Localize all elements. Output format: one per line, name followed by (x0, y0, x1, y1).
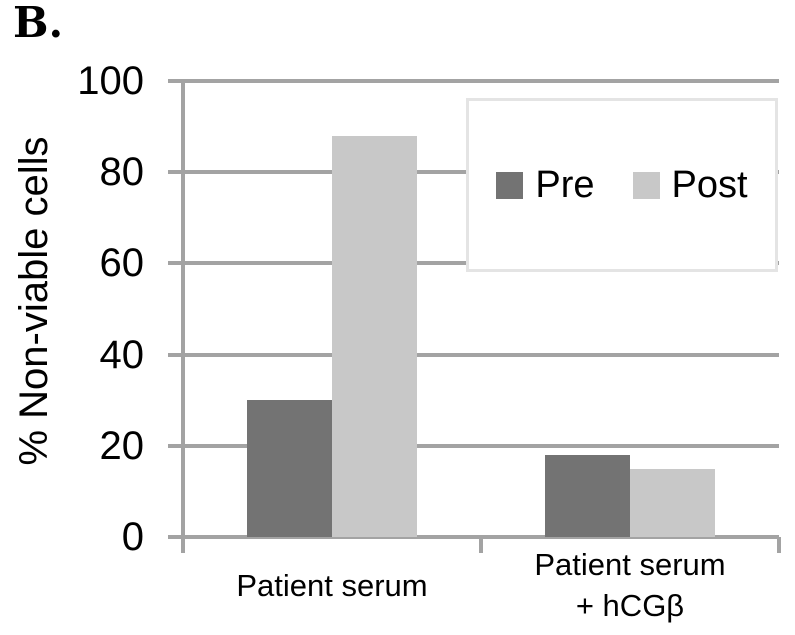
legend-label-post: Post (671, 164, 748, 206)
legend-item-post: Post (632, 164, 748, 206)
gridline-40 (183, 352, 779, 357)
y-tick-label-80: 80 (99, 150, 145, 195)
y-tick-label-40: 40 (99, 332, 145, 377)
x-category-label-1: Patient serum (236, 567, 428, 603)
x-tick-mark-2 (777, 537, 781, 553)
x-category-label-2: Patient serum + hCGβ (534, 547, 726, 623)
y-tick-mark-60 (168, 261, 183, 266)
x-tick-mark-1 (479, 537, 483, 553)
chart-legend: Pre Post (466, 98, 778, 272)
bar-post-category-1 (332, 135, 417, 537)
y-axis-line (181, 81, 185, 553)
legend-item-pre: Pre (496, 164, 595, 206)
gridline-20 (183, 443, 779, 448)
y-tick-mark-100 (168, 79, 183, 83)
y-tick-mark-0 (168, 535, 183, 539)
bar-post-category-2 (630, 468, 715, 537)
gridline-100 (183, 79, 779, 83)
y-tick-mark-80 (168, 170, 183, 175)
legend-label-pre: Pre (535, 164, 595, 206)
y-tick-mark-40 (168, 352, 183, 357)
y-tick-mark-20 (168, 443, 183, 448)
y-tick-label-0: 0 (121, 515, 144, 559)
y-tick-label-100: 100 (77, 59, 144, 103)
panel-label: B. (13, 0, 64, 47)
y-tick-label-20: 20 (99, 423, 145, 468)
y-tick-label-60: 60 (99, 241, 145, 286)
bar-pre-category-1 (247, 400, 332, 537)
y-axis-title: % Non-viable cells (12, 136, 56, 466)
legend-swatch-post (632, 171, 660, 199)
bar-pre-category-2 (545, 454, 630, 537)
legend-swatch-pre (496, 171, 524, 199)
